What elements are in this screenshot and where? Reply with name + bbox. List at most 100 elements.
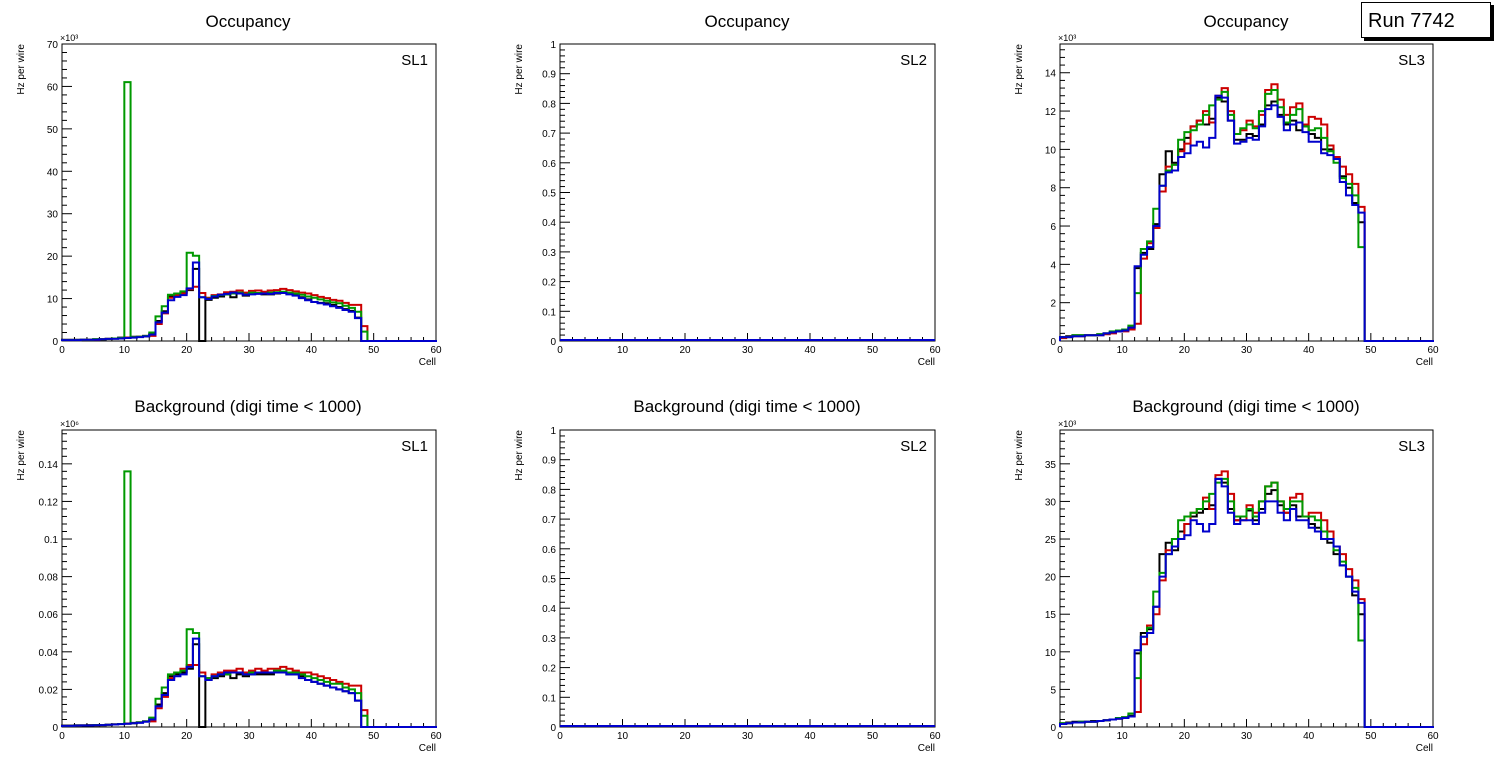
- y-tick-label: 30: [1045, 497, 1057, 508]
- x-tick-label: 0: [1057, 345, 1063, 356]
- x-tick-label: 40: [306, 731, 318, 742]
- y-axis-exponent: ×10³: [1058, 33, 1076, 43]
- series-green-line: [1059, 88, 1434, 342]
- series-blue-line: [61, 261, 437, 342]
- x-tick-label: 60: [430, 731, 442, 742]
- x-tick-label: 10: [617, 731, 629, 742]
- y-tick-label: 60: [47, 82, 59, 93]
- x-tick-label: 40: [1303, 345, 1315, 356]
- y-tick-label: 0.4: [542, 604, 556, 615]
- plot-frame: [1059, 429, 1434, 728]
- y-tick-label: 0: [1050, 337, 1056, 348]
- y-tick-label: 0.12: [39, 497, 59, 508]
- x-tick-label: 30: [1241, 731, 1253, 742]
- x-tick-label: 60: [929, 345, 941, 356]
- y-tick-label: 0.2: [542, 278, 556, 289]
- x-tick-label: 30: [742, 345, 754, 356]
- x-axis-label: Cell: [1416, 357, 1433, 368]
- series-blue-line: [1059, 94, 1434, 342]
- y-tick-label: 0.06: [39, 610, 59, 621]
- x-tick-label: 0: [59, 731, 65, 742]
- y-tick-label: 70: [47, 40, 59, 51]
- x-tick-label: 0: [557, 345, 563, 356]
- chart-panel-6: Background (digi time < 1000) SL3 0 10 20 30 4…: [1014, 397, 1439, 754]
- x-axis-label: Cell: [419, 743, 436, 754]
- x-tick-label: 10: [1117, 345, 1129, 356]
- x-tick-label: 10: [617, 345, 629, 356]
- series-black-line: [1059, 96, 1434, 342]
- series-blue-line: [61, 637, 437, 728]
- y-tick-label: 0.1: [44, 535, 58, 546]
- y-tick-label: 30: [47, 210, 59, 221]
- y-tick-label: 0.6: [542, 545, 556, 556]
- plot-frame: [1059, 43, 1434, 342]
- x-tick-label: 50: [368, 731, 380, 742]
- x-tick-label: 20: [181, 345, 193, 356]
- chart-title: Background (digi time < 1000): [633, 397, 860, 416]
- x-tick-label: 10: [1117, 731, 1129, 742]
- y-tick-label: 0.3: [542, 248, 556, 259]
- chart-title: Occupancy: [1203, 12, 1289, 31]
- x-tick-label: 60: [430, 345, 442, 356]
- plot-frame: [61, 429, 437, 728]
- x-tick-label: 0: [1057, 731, 1063, 742]
- chart-title: Background (digi time < 1000): [1132, 397, 1359, 416]
- y-tick-label: 1: [550, 40, 556, 51]
- y-tick-label: 0.08: [39, 573, 59, 584]
- x-tick-label: 60: [1427, 731, 1439, 742]
- y-tick-label: 10: [1045, 145, 1057, 156]
- y-tick-label: 0.7: [542, 515, 556, 526]
- y-tick-label: 40: [47, 167, 59, 178]
- x-tick-label: 0: [557, 731, 563, 742]
- plot-frame: [559, 43, 936, 342]
- superlayer-label: SL1: [401, 438, 428, 455]
- y-tick-label: 0.9: [542, 70, 556, 81]
- y-tick-label: 10: [1045, 648, 1057, 659]
- x-tick-label: 10: [119, 731, 131, 742]
- y-axis-label: Hz per wire: [16, 430, 27, 481]
- y-tick-label: 0: [52, 337, 58, 348]
- y-tick-label: 0.04: [39, 648, 59, 659]
- x-tick-label: 20: [1179, 345, 1191, 356]
- series-green-line: [61, 470, 437, 728]
- x-tick-label: 40: [1303, 731, 1315, 742]
- series-black-line: [61, 643, 437, 728]
- chart-panel-4: Background (digi time < 1000) SL1 0 10 20 30 4…: [16, 397, 442, 754]
- y-tick-label: 0.9: [542, 456, 556, 467]
- x-tick-label: 40: [804, 345, 816, 356]
- y-axis-exponent: ×10³: [60, 33, 78, 43]
- y-tick-label: 5: [1050, 685, 1056, 696]
- plot-frame: [559, 429, 936, 728]
- y-tick-label: 0.1: [542, 693, 556, 704]
- y-tick-label: 0: [52, 723, 58, 734]
- y-tick-label: 0: [550, 337, 556, 348]
- x-tick-label: 40: [804, 731, 816, 742]
- y-axis-label: Hz per wire: [1014, 44, 1025, 95]
- superlayer-label: SL2: [900, 438, 927, 455]
- run-number-label: Run 7742: [1361, 2, 1491, 38]
- x-tick-label: 50: [1365, 345, 1377, 356]
- chart-title: Background (digi time < 1000): [134, 397, 361, 416]
- y-tick-label: 50: [47, 125, 59, 136]
- y-tick-label: 0.14: [39, 460, 59, 471]
- y-tick-label: 0.8: [542, 485, 556, 496]
- y-tick-label: 0.5: [542, 189, 556, 200]
- series-green-line: [1059, 477, 1434, 728]
- x-axis-label: Cell: [1416, 743, 1433, 754]
- superlayer-label: SL1: [401, 52, 428, 69]
- x-tick-label: 30: [1241, 345, 1253, 356]
- y-tick-label: 0.2: [542, 664, 556, 675]
- x-tick-label: 60: [1427, 345, 1439, 356]
- x-tick-label: 50: [1365, 731, 1377, 742]
- y-tick-label: 0: [550, 723, 556, 734]
- y-tick-label: 15: [1045, 610, 1057, 621]
- chart-title: Occupancy: [704, 12, 790, 31]
- chart-title: Occupancy: [205, 12, 291, 31]
- y-axis-label: Hz per wire: [1014, 430, 1025, 481]
- superlayer-label: SL3: [1398, 52, 1425, 69]
- x-axis-label: Cell: [918, 357, 935, 368]
